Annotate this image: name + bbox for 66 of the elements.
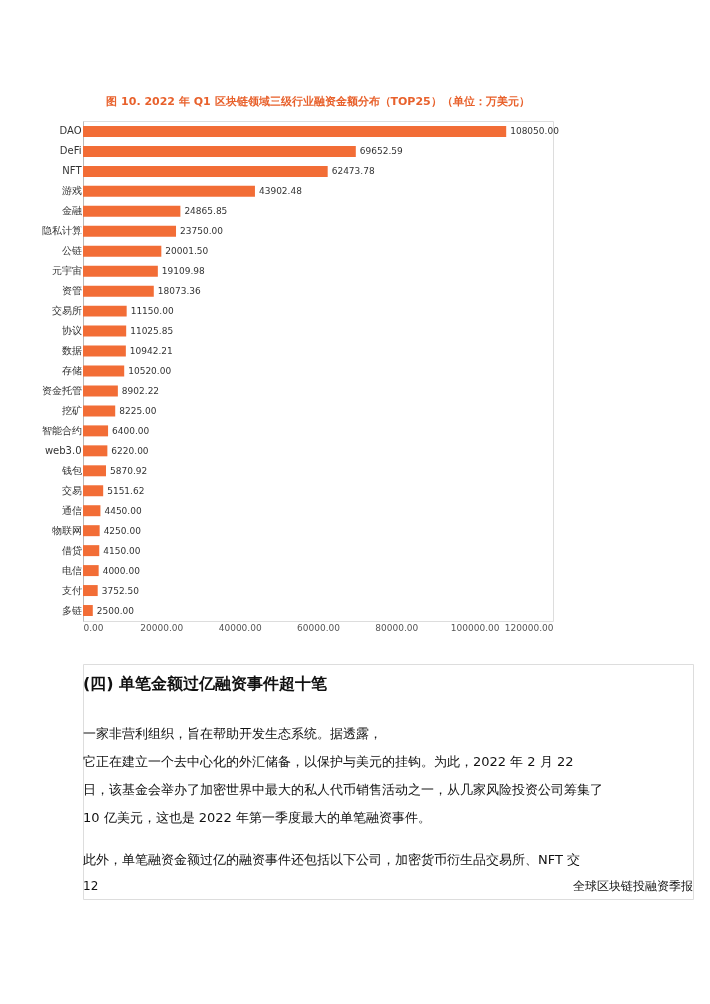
data-label: 10520.00 xyxy=(128,366,172,376)
data-label: 11150.00 xyxy=(130,306,174,317)
text: 一家非营利组织，旨在帮助开发生态系统。据透露， xyxy=(83,726,382,741)
data-label: 4000.00 xyxy=(102,565,141,576)
text: 它正在建立一个去中心化的外汇储备，以保护与美元的挂钩。为此，2022 年 2 月 22 xyxy=(83,754,574,769)
y-tick-label: web3.0 xyxy=(44,444,82,456)
data-label: 4150.00 xyxy=(103,545,141,556)
y-tick-label: 多链 xyxy=(61,604,82,616)
y-tick-label: 物联网 xyxy=(51,524,82,536)
data-label: 19109.98 xyxy=(161,266,206,277)
data-label: 2500.00 xyxy=(96,605,135,616)
data-label: 6400.00 xyxy=(112,425,150,436)
data-label: 23750.00 xyxy=(180,226,224,237)
y-tick-label: 数据 xyxy=(61,345,82,357)
data-label: 18073.36 xyxy=(157,286,201,297)
y-tick-label: 借贷 xyxy=(61,544,82,556)
x-tick-label: 100000.00 xyxy=(450,622,500,633)
y-tick-label: 存储 xyxy=(61,365,82,376)
x-tick-label: 120000.00 xyxy=(504,622,554,633)
x-tick-label: 40000.00 xyxy=(218,622,262,633)
data-label: 6220.00 xyxy=(111,445,149,456)
x-tick-label: 80000.00 xyxy=(375,622,419,633)
data-label: 24865.85 xyxy=(184,206,228,217)
chart-title: 图 10. 2022 年 Q1 区块链领域三级行业融资金额分布（TOP25）（单位：万美元） xyxy=(106,95,530,108)
y-tick-label: 资管 xyxy=(61,285,82,297)
x-tick-label: 0.00 xyxy=(83,622,104,633)
data-label: 11025.85 xyxy=(130,326,174,337)
y-tick-label: 交易所 xyxy=(51,305,82,317)
text: 日，该基金会举办了加密世界中最大的私人代币销售活动之一，从几家风险投资公司筹集了 xyxy=(83,782,603,797)
text: 10 亿美元，这也是 2022 年第一季度最大的单笔融资事件。 xyxy=(83,810,432,825)
y-tick-label: NFT xyxy=(62,165,83,177)
y-tick-label: DAO xyxy=(59,125,82,137)
text: 12 xyxy=(83,879,99,893)
y-tick-label: 游戏 xyxy=(61,185,82,197)
text: 全球区块链投融资季报 xyxy=(573,879,693,893)
data-label: 8902.22 xyxy=(121,385,160,396)
data-label: 62473.78 xyxy=(331,166,375,177)
data-label: 69652.59 xyxy=(359,146,404,157)
y-tick-label: 协议 xyxy=(61,325,82,337)
y-tick-label: 智能合约 xyxy=(41,424,82,436)
x-tick-label: 60000.00 xyxy=(297,622,341,633)
text: (四) 单笔金额过亿融资事件超十笔 xyxy=(83,674,329,693)
data-label: 4250.00 xyxy=(103,525,142,536)
y-tick-label: 资金托管 xyxy=(41,384,82,396)
data-label: 5151.62 xyxy=(107,485,145,496)
data-label: 8225.00 xyxy=(119,405,157,416)
data-label: 10942.21 xyxy=(129,346,173,357)
y-tick-label: 电信 xyxy=(61,564,82,576)
data-label: 20001.50 xyxy=(165,246,209,257)
y-tick-label: 挖矿 xyxy=(61,404,82,416)
y-tick-label: 元宇宙 xyxy=(51,265,82,277)
data-label: 4450.00 xyxy=(104,505,142,516)
data-label: 43902.48 xyxy=(258,186,303,197)
y-tick-label: 公链 xyxy=(61,245,82,257)
y-tick-label: 交易 xyxy=(61,484,82,496)
y-tick-label: DeFi xyxy=(59,145,82,157)
y-tick-label: 支付 xyxy=(61,584,82,596)
data-label: 108050.00 xyxy=(510,126,560,137)
data-label: 3752.50 xyxy=(101,585,140,596)
text: 此外，单笔融资金额过亿的融资事件还包括以下公司，加密货币衍生品交易所、NFT 交 xyxy=(83,852,581,867)
y-tick-label: 隐私计算 xyxy=(41,225,82,237)
y-tick-label: 钱包 xyxy=(60,464,82,476)
y-tick-label: 通信 xyxy=(61,504,82,516)
x-tick-label: 20000.00 xyxy=(140,622,184,633)
data-label: 5870.92 xyxy=(109,465,148,476)
y-tick-label: 金融 xyxy=(61,205,82,217)
